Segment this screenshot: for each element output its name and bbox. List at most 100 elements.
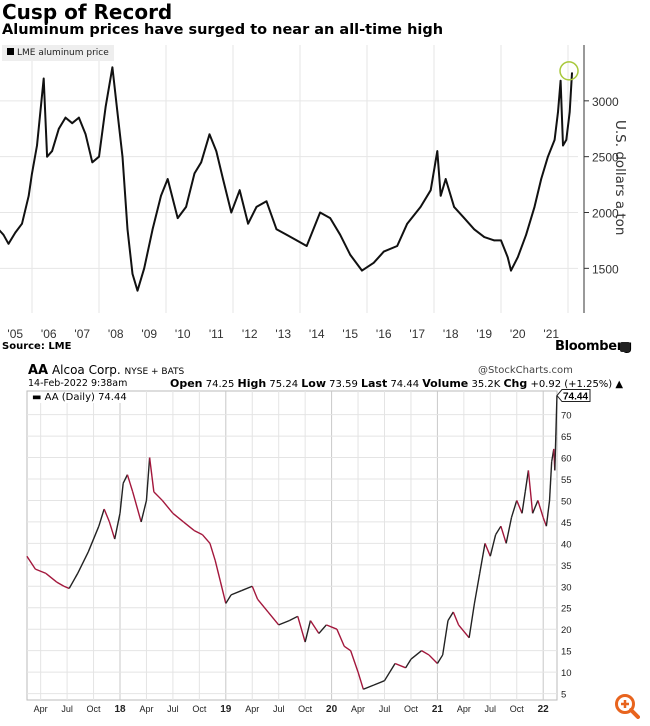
price-segment [548,461,553,501]
data-point [166,178,169,180]
price-segment [288,615,299,622]
data-point [473,228,476,231]
price-segment [537,500,544,518]
data-point [151,228,154,231]
data-point [78,116,80,119]
data-point [36,144,38,147]
data-point [506,256,509,258]
price-segment [516,500,523,514]
data-point [71,122,73,124]
data-point [247,222,249,225]
exchange: NYSE + BATS [124,367,185,377]
y-tick-label: 2000 [592,207,619,221]
y-tick-label: 10 [561,668,572,679]
x-tick-label: Oct [510,704,525,714]
price-segment [336,628,345,647]
data-point [500,239,502,242]
price-segment [484,543,491,557]
data-point [571,72,573,74]
price-segment [357,671,365,690]
x-tick-label: '07 [74,327,90,340]
legend-lme: LME aluminum price [2,45,114,61]
data-point [2,234,5,236]
price-segment [447,611,454,621]
volume-label: Volume [422,377,469,390]
price-segment [410,650,422,660]
price-segment [132,491,142,523]
up-arrow-icon: ▲ [615,379,624,390]
price-segment [524,470,530,492]
price-segment [63,585,70,590]
bloomberg-icon [620,342,630,352]
data-point [7,242,10,245]
y-tick-label: 70 [561,411,572,422]
price-segment [56,581,65,587]
price-segment [26,555,36,570]
data-point [419,206,422,208]
high-label: High [237,377,267,390]
price-segment [201,534,211,544]
price-segment [35,568,47,575]
stock-header: AA Alcoa Corp. NYSE + BATS [28,363,184,378]
price-segment [214,560,222,583]
data-point [104,105,107,108]
x-tick-label: '16 [376,327,392,340]
bloomberg-logo: Bloomberg [555,339,632,354]
chart-subtitle: Aluminum prices have surged to near an a… [2,22,444,38]
x-tick-label: '17 [409,327,425,340]
price-segment [458,624,470,639]
price-segment [87,525,100,553]
data-point [21,222,23,225]
data-point [510,269,512,272]
x-tick-label: '09 [141,327,157,340]
price-segment [161,499,174,514]
data-point [533,206,536,208]
data-point [160,194,162,197]
quote-line: Open 74.25 High 75.24 Low 73.59 Last 74.… [170,377,623,390]
price-segment [241,585,253,592]
data-point [516,256,519,258]
data-point [222,178,224,180]
price-segment [318,624,327,634]
zoom-in-icon[interactable] [614,693,640,719]
data-point [361,269,363,272]
last-label: Last [361,377,388,390]
price-segment [326,624,338,630]
price-segment [531,500,539,514]
volume-value: 35.2K [471,379,501,390]
y-axis-label: U.S. dollars a ton [612,120,628,236]
data-point [329,217,331,219]
data-point [265,200,268,203]
data-point [553,139,556,141]
price-segment [428,654,438,665]
data-point [444,178,447,180]
price-segment [373,680,385,686]
price-segment [278,619,290,626]
price-segment [479,543,486,574]
data-point [436,150,439,152]
y-tick-label: 65 [561,432,572,443]
x-tick-label: '06 [41,327,57,340]
tag-label: 74.44 [563,392,588,403]
y-tick-label: 30 [561,582,572,593]
y-tick-label: 3000 [592,95,619,109]
price-segment [251,586,259,600]
source-note: Source: LME [2,341,72,352]
price-segment [394,662,406,669]
data-point [439,194,442,197]
data-point [116,111,119,113]
data-point [540,178,542,180]
price-segment [505,517,513,544]
price-segment [452,611,460,626]
legend-aa: ▬ AA (Daily) 74.44 [32,392,127,403]
data-point [176,217,179,219]
price-segment [441,620,449,656]
x-tick-label: 22 [538,704,550,715]
x-tick-label: '14 [309,327,325,340]
x-tick-label: Oct [404,704,419,714]
data-point [136,289,139,292]
data-point [64,116,67,119]
data-point [406,222,409,225]
open-value: 74.25 [205,379,235,390]
